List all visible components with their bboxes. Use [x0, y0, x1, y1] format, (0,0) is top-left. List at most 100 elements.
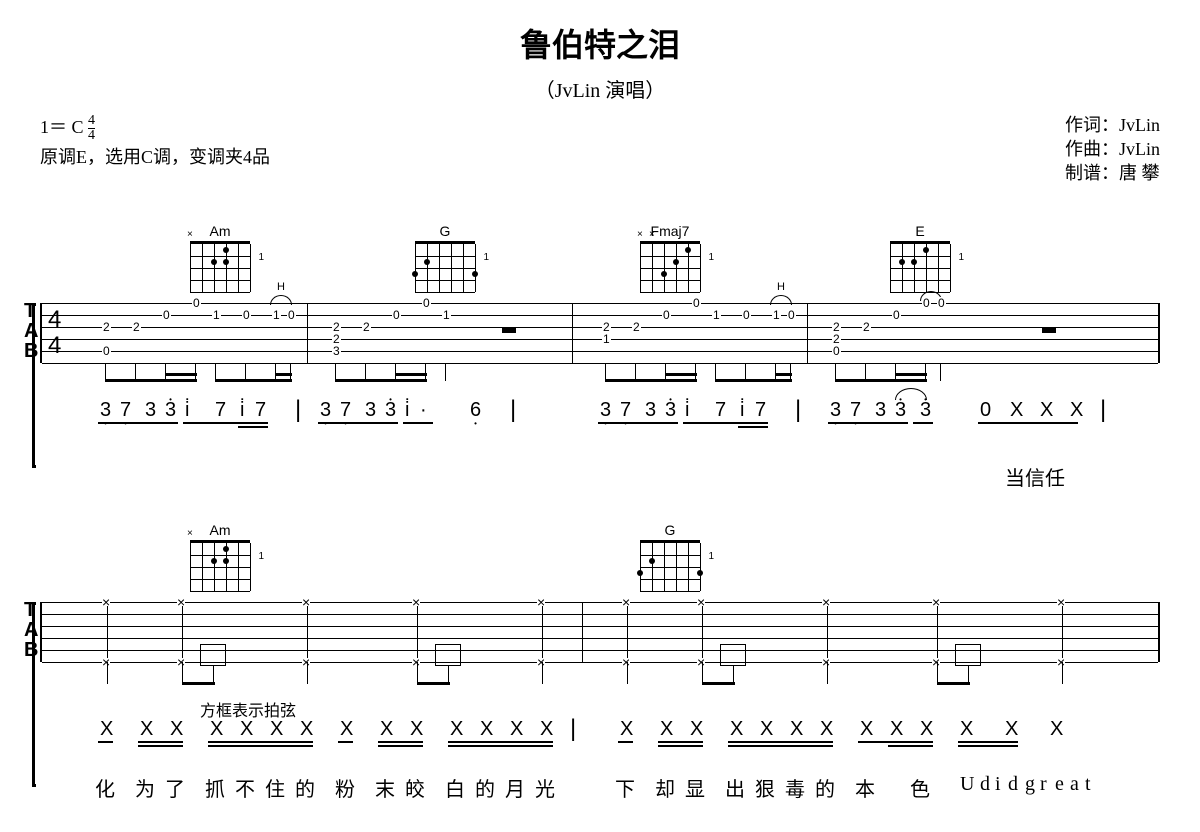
key-info: 1＝ C 4 4 原调E，选用C调，变调夹4品: [40, 113, 270, 171]
jp-note: 7: [620, 400, 631, 420]
jp-note: 7: [715, 400, 726, 420]
jp-note: X: [380, 719, 393, 739]
jp-note: X: [340, 719, 353, 739]
tab-fret: 0: [162, 309, 171, 321]
jp-note: 0: [980, 400, 991, 420]
jp-barline: |: [295, 396, 301, 424]
tab-fret: 0: [692, 297, 701, 309]
tab-clef: T A B: [24, 301, 38, 361]
hammer-mark: H: [277, 281, 285, 293]
lyric-char: 化: [95, 773, 115, 802]
jp-note: i̇: [240, 400, 244, 420]
jp-note: 3: [600, 400, 611, 420]
rest: [502, 327, 516, 333]
tab-fret: 0: [287, 309, 296, 321]
credits: 作词：JvLin 作曲：JvLin 制谱：唐 攀: [1065, 113, 1160, 185]
lyric-char: 的: [815, 773, 835, 802]
jp-note: i̇: [405, 400, 409, 420]
lyric-char: 狠: [755, 773, 775, 802]
jp-note: X: [100, 719, 113, 739]
capo-info: 原调E，选用C调，变调夹4品: [40, 143, 270, 171]
jianpu-row-1: 3733i̇7i̇7|3733i̇·6|3733i̇7i̇7|373330XXX…: [40, 398, 1160, 446]
chord-Fmaj7: Fmaj7 × × 1: [635, 223, 705, 289]
key-label: 1＝ C: [40, 117, 84, 137]
lyric-char: e: [1055, 773, 1064, 796]
jp-note: 6: [470, 400, 481, 420]
lyric-char: 本: [855, 773, 875, 802]
jp-note: 7: [215, 400, 226, 420]
lyric-char: 出: [725, 773, 745, 802]
tab-fret: 0: [832, 345, 841, 357]
jp-note: X: [730, 719, 743, 739]
jp-note: X: [960, 719, 973, 739]
tab-fret: 2: [102, 321, 111, 333]
tab-fret: 0: [937, 297, 946, 309]
system-1: Am × 1 G: [40, 223, 1160, 492]
chord-G: G 1: [410, 223, 480, 289]
tab-fret: 0: [102, 345, 111, 357]
lyric-char: 月: [505, 773, 525, 802]
chord-row-2: Am × 1 G: [40, 522, 1160, 602]
tab-fret: 2: [132, 321, 141, 333]
jp-note: X: [860, 719, 873, 739]
tab-fret: 2: [832, 333, 841, 345]
tab-staff-2: T A B × × × × × × × × ×: [40, 602, 1160, 662]
song-subtitle: （JvLin 演唱）: [0, 74, 1200, 103]
lyric-char: 显: [685, 773, 705, 802]
lyric-char: 毒: [785, 773, 805, 802]
jp-note: X: [1005, 719, 1018, 739]
lyric-char: d: [980, 773, 990, 796]
jp-note: X: [1050, 719, 1063, 739]
tab-fret: 2: [632, 321, 641, 333]
tab-fret: 1: [712, 309, 721, 321]
composer: 作曲：JvLin: [1065, 137, 1160, 161]
tab-fret: 1: [602, 333, 611, 345]
tab-fret: 1: [772, 309, 781, 321]
jp-note: X: [620, 719, 633, 739]
lyrics-row-1: 当信任: [40, 462, 1160, 492]
transcriber: 制谱：唐 攀: [1065, 161, 1160, 185]
strum-box: [200, 644, 226, 666]
jp-note: X: [820, 719, 833, 739]
jp-note: X: [540, 719, 553, 739]
jp-note: X: [140, 719, 153, 739]
lyric-char: i: [995, 773, 1001, 796]
chord-row-1: Am × 1 G: [40, 223, 1160, 303]
jp-note: i̇: [185, 400, 189, 420]
jp-note: i̇: [740, 400, 744, 420]
jp-note: X: [210, 719, 223, 739]
jp-note: X: [920, 719, 933, 739]
hammer-mark: H: [777, 281, 785, 293]
lyric-char: U: [960, 773, 974, 796]
tab-fret: 2: [862, 321, 871, 333]
jp-note: 3: [385, 400, 396, 420]
jp-note: X: [300, 719, 313, 739]
jp-note: X: [510, 719, 523, 739]
strum-box: [720, 644, 746, 666]
jp-note: 3: [920, 400, 931, 420]
song-title: 鲁伯特之泪: [0, 0, 1200, 66]
jp-note: X: [410, 719, 423, 739]
jp-note: i̇: [685, 400, 689, 420]
lyric-char: 末: [375, 773, 395, 802]
tab-fret: 1: [212, 309, 221, 321]
system-2: Am × 1 G: [40, 522, 1160, 803]
lyric-char: t: [1085, 773, 1091, 796]
jp-note: 7: [340, 400, 351, 420]
jp-note: X: [790, 719, 803, 739]
lyric-char: 下: [615, 773, 635, 802]
lyric-char: a: [1070, 773, 1079, 796]
chord-E: E 1: [885, 223, 955, 289]
lyric-char: 的: [295, 773, 315, 802]
tab-fret: 2: [332, 333, 341, 345]
jp-note: X: [1040, 400, 1053, 420]
lyric-char: 抓: [205, 773, 225, 802]
jp-note: 7: [255, 400, 266, 420]
tab-clef: T A B: [24, 600, 38, 660]
tab-fret: 0: [922, 297, 931, 309]
lyric-char: 粉: [335, 773, 355, 802]
tab-fret: 0: [787, 309, 796, 321]
tab-fret: 0: [662, 309, 671, 321]
lyric-char: 色: [910, 773, 930, 802]
jp-note: 3: [145, 400, 156, 420]
